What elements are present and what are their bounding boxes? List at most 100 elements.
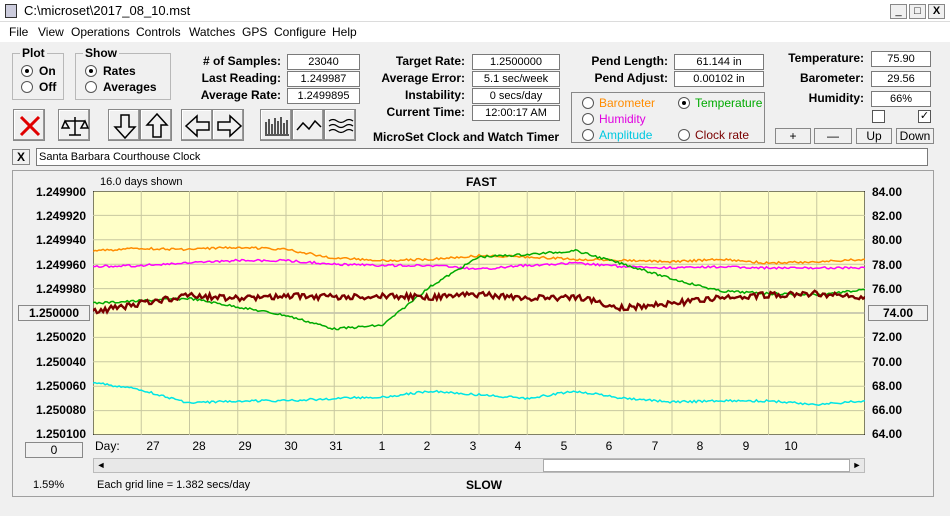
fast-label: FAST (466, 175, 497, 189)
wave-view-button[interactable] (324, 109, 356, 141)
scale-up-button[interactable]: Up (856, 128, 892, 144)
scale-balance-icon (60, 117, 90, 136)
plot-off-radio[interactable] (21, 81, 33, 93)
last-reading-label: Last Reading: (201, 71, 281, 85)
target-rate-label: Target Rate: (395, 54, 465, 68)
scroll-left-arrow[interactable]: ◄ (96, 460, 106, 470)
menu-configure[interactable]: Configure (274, 25, 327, 39)
x-tick-day: 30 (284, 439, 298, 453)
right-y-tick: 70.00 (872, 355, 903, 369)
aux-amplitude-radio[interactable] (582, 129, 594, 141)
scale-minus-button[interactable]: — (814, 128, 852, 144)
aux-barometer-label[interactable]: Barometer (599, 96, 656, 110)
aux-amplitude-label[interactable]: Amplitude (599, 128, 653, 142)
scale-down-button[interactable]: Down (896, 128, 934, 144)
maximize-button[interactable]: □ (909, 4, 926, 19)
target-rate-field[interactable]: 1.2500000 (472, 54, 560, 70)
scroll-thumb[interactable] (543, 459, 850, 472)
average-rate-label: Average Rate: (200, 88, 281, 102)
arrow-left-button[interactable] (181, 109, 213, 141)
right-y-tick: 68.00 (872, 379, 903, 393)
clear-name-button[interactable]: X (12, 149, 30, 165)
last-reading-field: 1.249987 (287, 71, 360, 87)
arrow-right-button[interactable] (212, 109, 244, 141)
arrow-down-icon (113, 114, 137, 140)
aux-humidity-label[interactable]: Humidity (599, 112, 646, 126)
right-y-tick: 80.00 (872, 233, 903, 247)
aux-clock-rate-radio[interactable] (678, 129, 690, 141)
env-checkbox-1[interactable] (872, 110, 885, 123)
minimize-button[interactable]: _ (890, 4, 907, 19)
left-center-button[interactable]: 1.250000 (18, 305, 90, 321)
pend-adjust-label: Pend Adjust: (594, 71, 668, 85)
horizontal-scrollbar[interactable]: ◄ ► (93, 458, 865, 473)
x-tick-day: 28 (192, 439, 206, 453)
plot-on-label[interactable]: On (39, 64, 56, 78)
zero-button[interactable]: 0 (25, 442, 83, 458)
aux-humidity-radio[interactable] (582, 113, 594, 125)
slow-label: SLOW (466, 478, 502, 492)
arrow-up-button[interactable] (140, 109, 172, 141)
left-y-tick: 1.249900 (35, 185, 86, 199)
menu-watches[interactable]: Watches (189, 25, 236, 39)
aux-clock-rate-label[interactable]: Clock rate (695, 128, 750, 142)
line-view-button[interactable] (292, 109, 324, 141)
plot-on-radio[interactable] (21, 65, 33, 77)
right-y-tick: 76.00 (872, 282, 903, 296)
show-averages-radio[interactable] (85, 81, 97, 93)
temperature-field: 75.90 (871, 51, 931, 67)
left-y-tick: 1.249920 (35, 209, 86, 223)
menu-view[interactable]: View (38, 25, 64, 39)
scroll-right-arrow[interactable]: ► (852, 460, 862, 470)
app-icon (5, 4, 17, 18)
left-y-tick: 1.249960 (35, 258, 86, 272)
instability-label: Instability: (404, 88, 465, 102)
right-y-tick: 84.00 (872, 185, 903, 199)
menu-file[interactable]: File (9, 25, 29, 39)
series-line-humidity (93, 258, 865, 271)
humidity-field: 66% (871, 91, 931, 107)
menu-controls[interactable]: Controls (136, 25, 181, 39)
plot-area[interactable] (93, 191, 865, 435)
close-button[interactable]: X (928, 4, 945, 19)
show-rates-label[interactable]: Rates (103, 64, 136, 78)
right-y-tick: 64.00 (872, 427, 903, 441)
x-tick-day: 6 (605, 439, 613, 453)
current-time-label: Current Time: (386, 105, 465, 119)
pend-adjust-field: 0.00102 in (674, 71, 764, 87)
menu-gps[interactable]: GPS (242, 25, 268, 39)
x-tick-day: 10 (784, 439, 798, 453)
balance-button[interactable] (58, 109, 90, 141)
app-name: MicroSet Clock and Watch Timer (373, 130, 560, 144)
pend-length-field: 61.144 in (674, 54, 764, 70)
plot-off-label[interactable]: Off (39, 80, 57, 94)
left-y-tick: 1.250080 (35, 403, 86, 417)
series-line-temperature (93, 248, 865, 331)
stop-x-icon (19, 115, 41, 137)
bars-view-button[interactable] (260, 109, 292, 141)
percent-readout: 1.59% (33, 479, 65, 491)
menu-operations[interactable]: Operations (71, 25, 130, 39)
menu-help[interactable]: Help (332, 25, 357, 39)
x-tick-day: 31 (329, 439, 343, 453)
x-tick-day: 29 (238, 439, 252, 453)
wave-lines-icon (328, 118, 354, 134)
left-y-tick: 1.250020 (35, 330, 86, 344)
right-center-button[interactable]: 74.00 (868, 305, 928, 321)
arrow-down-button[interactable] (108, 109, 140, 141)
show-averages-label[interactable]: Averages (103, 80, 157, 94)
arrow-right-icon (217, 114, 243, 138)
x-tick-day: 4 (514, 439, 522, 453)
aux-temperature-radio[interactable] (678, 97, 690, 109)
window-title: C:\microset\2017_08_10.mst (24, 3, 191, 18)
line-graph-icon (296, 119, 322, 131)
aux-temperature-label[interactable]: Temperature (695, 96, 763, 110)
x-tick-day: 8 (696, 439, 704, 453)
aux-barometer-radio[interactable] (582, 97, 594, 109)
stop-button[interactable] (13, 109, 45, 141)
scale-plus-button[interactable]: + (775, 128, 811, 144)
show-rates-radio[interactable] (85, 65, 97, 77)
env-checkbox-2[interactable]: ✓ (918, 110, 931, 123)
grid-note: Each grid line = 1.382 secs/day (97, 479, 251, 491)
clock-name-input[interactable]: Santa Barbara Courthouse Clock (36, 148, 928, 166)
